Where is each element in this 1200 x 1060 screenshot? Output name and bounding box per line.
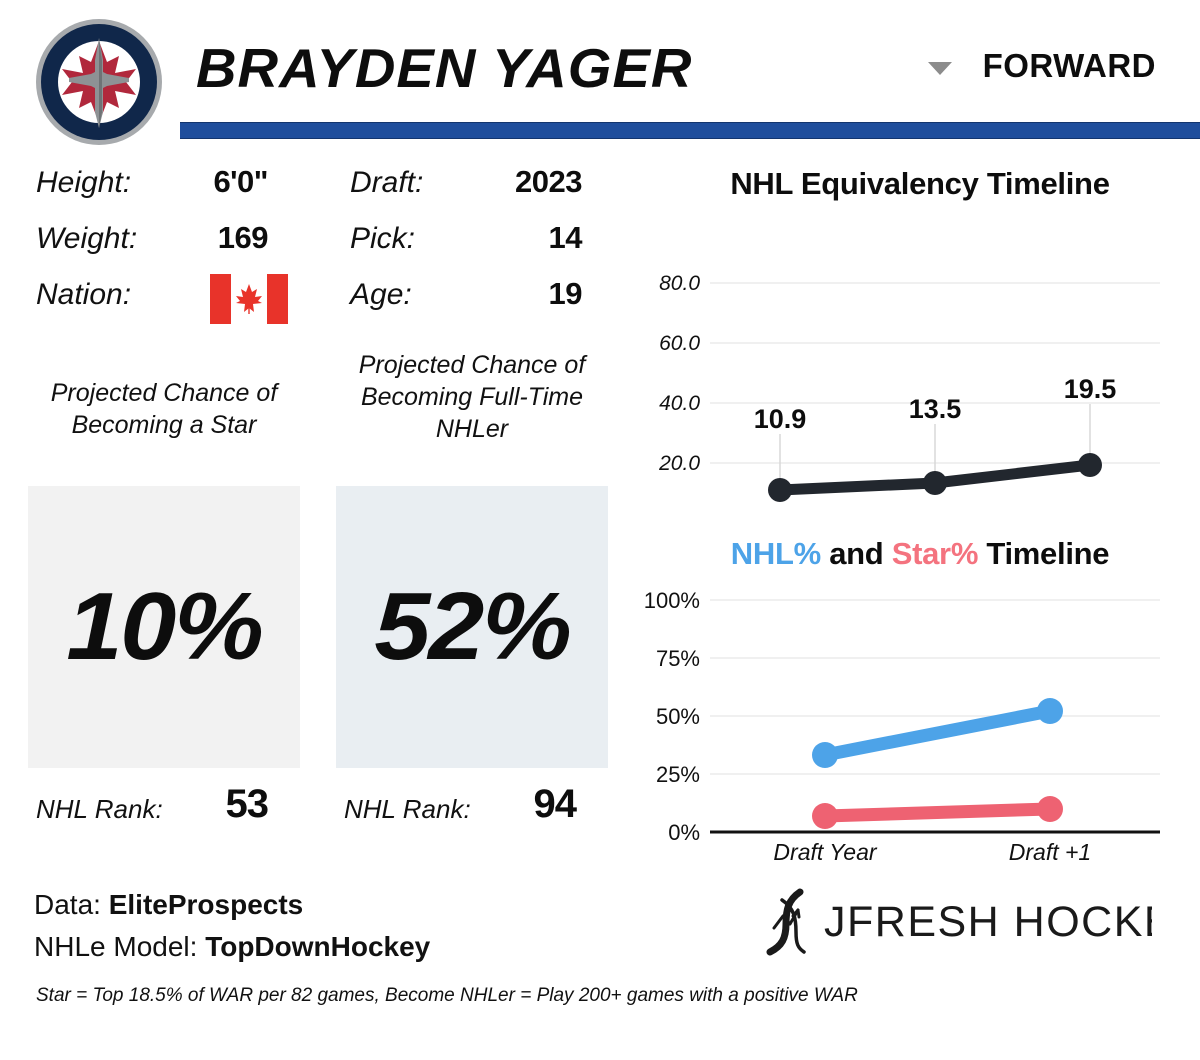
pct-gridlines: [710, 599, 1160, 775]
pct-series-nhl-line: [818, 704, 1057, 762]
pct-x-ticks: Draft Year Draft +1: [773, 839, 1091, 862]
pct-ytick-75: 75%: [656, 646, 700, 671]
bio-label-age: Age:: [350, 278, 412, 311]
pct-xtick-0: Draft Year: [773, 839, 877, 862]
projection-star-percent: 10%: [66, 573, 264, 680]
pct-xtick-1: Draft +1: [1009, 839, 1091, 862]
projection-nhler-title: Projected Chance of Becoming Full-Time N…: [358, 351, 586, 443]
projection-star-rank-value: 53: [225, 782, 269, 826]
bio-label-nation: Nation:: [36, 278, 132, 311]
title-part-and: and: [820, 536, 892, 571]
bio-label-height: Height:: [36, 166, 132, 199]
card-header: BRAYDEN YAGER FORWARD: [0, 0, 1200, 150]
bio-row-nation: Nation:: [36, 274, 306, 330]
pct-star-marker: [812, 803, 838, 829]
title-part-star: Star%: [891, 536, 979, 571]
nhle-chart: NHL Equivalency Timeline 80.0 60.0 40.0 …: [640, 166, 1200, 526]
jfresh-sticks-icon: [766, 888, 806, 956]
pct-ytick-50: 50%: [656, 704, 700, 729]
canada-flag-icon: [210, 274, 288, 324]
bio-label-draft: Draft:: [350, 166, 424, 199]
source-model-value: TopDownHockey: [205, 931, 431, 962]
projection-nhler: Projected Chance of Becoming Full-Time N…: [336, 350, 608, 826]
nhle-point-marker: [768, 478, 792, 502]
pct-ytick-0: 0%: [668, 820, 700, 845]
bio-value-height: 6'0": [213, 164, 268, 199]
disclaimer-text: Star = Top 18.5% of WAR per 82 games, Be…: [36, 985, 858, 1006]
source-data-value: EliteProspects: [108, 889, 304, 920]
bio-row-draft: Draft: 2023: [350, 162, 610, 218]
nhle-point-marker: [923, 471, 947, 495]
projection-star-rank: NHL Rank: 53: [28, 782, 300, 830]
nhl-star-chart-plot: 100% 75% 50% 25% 0% Draft Year Draft +1: [644, 588, 1160, 862]
projection-nhler-rank-value: 94: [533, 782, 577, 826]
pct-series-star-line: [818, 802, 1057, 823]
jfresh-hockey-logo: JFRESH HOCKEY: [766, 888, 1152, 956]
title-part-timeline: Timeline: [978, 536, 1110, 571]
projection-nhler-percent: 52%: [374, 573, 572, 680]
projection-star-box: 10%: [28, 486, 300, 768]
header-accent-bar: [180, 122, 1200, 139]
projection-star: Projected Chance of Becoming a Star 10% …: [28, 350, 300, 826]
nhle-ytick-80: 80.0: [659, 272, 700, 295]
pct-star-marker: [1037, 796, 1063, 822]
nhl-star-chart: NHL% and Star% Timeline 100% 75% 50% 25%…: [640, 536, 1200, 866]
nhle-ytick-60: 60.0: [659, 332, 700, 355]
projection-nhler-rank: NHL Rank: 94: [336, 782, 608, 830]
bio-column-left: Height: 6'0" Weight: 169 Nation:: [36, 162, 306, 330]
source-model-line: NHLe Model: TopDownHockey: [34, 926, 634, 968]
nhle-chart-plot: 80.0 60.0 40.0 20.0 0.0 10.9 13.5 19.5: [658, 272, 1160, 502]
bio-label-pick: Pick:: [350, 222, 416, 255]
pct-y-ticks: 100% 75% 50% 25% 0%: [644, 588, 700, 845]
nhle-ytick-40: 40.0: [659, 392, 700, 415]
projection-nhler-rank-label: NHL Rank:: [344, 794, 471, 824]
projection-star-title: Projected Chance of Becoming a Star: [50, 379, 278, 439]
projection-nhler-box: 52%: [336, 486, 608, 768]
bio-row-weight: Weight: 169: [36, 218, 306, 274]
nhle-point-marker: [1078, 453, 1102, 477]
nhl-star-chart-title: NHL% and Star% Timeline: [640, 536, 1200, 572]
bio-value-age: 19: [548, 276, 583, 311]
player-position: FORWARD: [982, 47, 1156, 84]
source-model-label: NHLe Model:: [34, 931, 198, 962]
bio-row-pick: Pick: 14: [350, 218, 610, 274]
bio-row-height: Height: 6'0": [36, 162, 306, 218]
title-part-nhl: NHL%: [730, 536, 821, 571]
bio-value-pick: 14: [548, 220, 583, 255]
jfresh-logo-text: JFRESH HOCKEY: [824, 898, 1152, 946]
nhle-ytick-20: 20.0: [658, 452, 700, 475]
source-credits: Data: EliteProspects NHLe Model: TopDown…: [34, 884, 634, 968]
pct-nhl-marker: [812, 742, 838, 768]
source-data-line: Data: EliteProspects: [34, 884, 634, 926]
bio-value-weight: 169: [217, 220, 269, 255]
chevron-down-icon[interactable]: [928, 62, 952, 75]
nhle-label-0: 10.9: [754, 404, 807, 434]
bio-row-age: Age: 19: [350, 274, 610, 330]
nhle-label-1: 13.5: [909, 394, 962, 424]
source-data-label: Data:: [34, 889, 101, 920]
pct-ytick-100: 100%: [644, 588, 700, 613]
bio-stats: Height: 6'0" Weight: 169 Nation: D: [0, 162, 640, 332]
nhle-chart-title: NHL Equivalency Timeline: [730, 166, 1110, 201]
bio-value-draft: 2023: [515, 164, 582, 199]
nhle-y-ticks: 80.0 60.0 40.0 20.0 0.0: [658, 272, 700, 475]
pct-nhl-marker: [1037, 698, 1063, 724]
bio-label-weight: Weight:: [36, 222, 138, 255]
winnipeg-jets-logo: [36, 19, 162, 145]
nhle-point-labels: 10.9 13.5 19.5: [754, 374, 1117, 434]
page-title: BRAYDEN YAGER: [196, 37, 693, 99]
nhle-label-2: 19.5: [1064, 374, 1117, 404]
projection-star-rank-label: NHL Rank:: [36, 794, 163, 824]
bio-column-right: Draft: 2023 Pick: 14 Age: 19: [350, 162, 610, 330]
pct-ytick-25: 25%: [656, 762, 700, 787]
